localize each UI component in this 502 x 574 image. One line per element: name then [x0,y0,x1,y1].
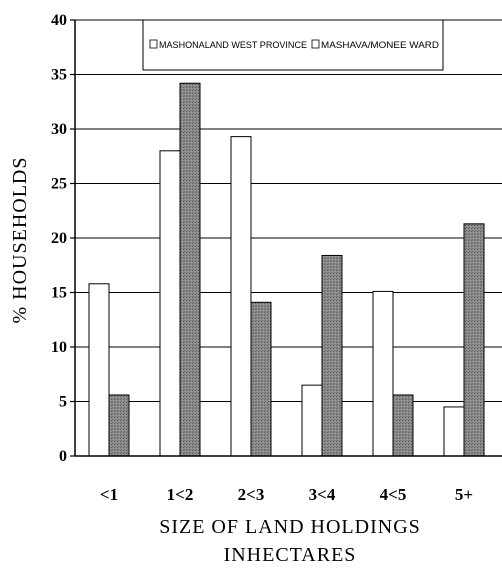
y-axis-ticks: 0 5 10 15 20 25 30 35 40 [51,12,75,465]
y-tick-label: 0 [59,448,67,465]
bar-series-1-4 [372,290,394,457]
y-tick-label: 15 [51,285,67,302]
bar-series-2-3 [321,254,343,457]
bar-series-1-3 [301,384,323,457]
y-tick-label: 35 [51,67,67,84]
x-tick-label: 4<5 [380,485,407,504]
bars [88,82,485,457]
y-tick-label: 10 [51,339,67,356]
legend-label-series-2: MASHAVA/MONEE WARD [321,40,440,50]
y-axis-title: % HOUSEHOLDS [9,157,31,324]
x-axis-title-line-1: SIZE OF LAND HOLDINGS [159,516,421,538]
bar-series-1-1 [159,150,181,457]
x-tick-label: 5+ [455,485,473,504]
y-tick-label: 20 [51,230,67,247]
x-axis-title-line-2: INHECTARES [224,544,357,566]
legend-swatch-series-1 [149,39,158,49]
y-tick-label: 30 [51,121,67,138]
y-tick-label: 40 [51,12,67,29]
y-tick-label: 25 [51,176,67,193]
legend-label-series-1: MASHONALAND WEST PROVINCE [159,40,307,50]
bar-series-1-5 [443,406,465,457]
bar-series-2-1 [179,82,201,457]
bar-series-2-5 [463,223,485,457]
legend-box [142,19,444,71]
bar-series-1-0 [88,283,110,457]
gridlines [75,19,502,402]
bar-series-2-4 [392,394,414,457]
y-tick-label: 5 [59,394,67,411]
bar-series-2-2 [250,301,272,457]
x-axis-ticks: <1 1<2 2<3 3<4 4<5 5+ [100,485,473,504]
x-tick-label: 2<3 [238,485,265,504]
x-tick-label: 1<2 [167,485,194,504]
legend-swatch-series-2 [311,39,320,49]
legend: MASHONALAND WEST PROVINCE MASHAVA/MONEE … [142,19,444,71]
bar-series-1-2 [230,136,252,457]
x-tick-label: <1 [100,485,118,504]
bar-series-2-0 [108,394,130,457]
x-tick-label: 3<4 [309,485,336,504]
